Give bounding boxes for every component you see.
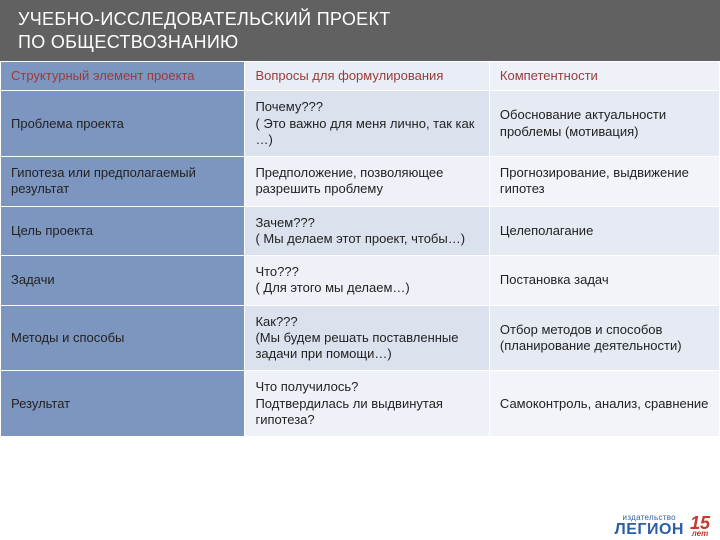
cell-question: Зачем???( Мы делаем этот проект, чтобы…) (245, 206, 489, 256)
cell-competency: Самоконтроль, анализ, сравнение (489, 371, 719, 437)
cell-question: Почему???( Это важно для меня лично, так… (245, 91, 489, 157)
th-questions: Вопросы для формулирования (245, 62, 489, 91)
title-line-2: ПО ОБЩЕСТВОЗНАНИЮ (18, 31, 702, 54)
cell-question: Как???(Мы будем решать поставленные зада… (245, 305, 489, 371)
cell-competency: Отбор методов и способов (планирование д… (489, 305, 719, 371)
cell-question: Что получилось?Подтвердилась ли выдвинут… (245, 371, 489, 437)
cell-structure: Проблема проекта (1, 91, 245, 157)
publisher-logo: издательство ЛЕГИОН 15 лет (615, 514, 711, 538)
logo-text: издательство ЛЕГИОН (615, 514, 684, 538)
table-row: Цель проекта Зачем???( Мы делаем этот пр… (1, 206, 720, 256)
cell-structure: Цель проекта (1, 206, 245, 256)
cell-structure: Задачи (1, 256, 245, 306)
cell-structure: Гипотеза или предполагаемый результат (1, 157, 245, 207)
cell-question: Что???( Для этого мы делаем…) (245, 256, 489, 306)
table-header-row: Структурный элемент проекта Вопросы для … (1, 62, 720, 91)
logo-anniversary: 15 лет (690, 516, 710, 538)
title-line-1: УЧЕБНО-ИССЛЕДОВАТЕЛЬСКИЙ ПРОЕКТ (18, 8, 702, 31)
logo-years-label: лет (692, 531, 708, 538)
cell-structure: Методы и способы (1, 305, 245, 371)
cell-competency: Постановка задач (489, 256, 719, 306)
table-row: Гипотеза или предполагаемый результат Пр… (1, 157, 720, 207)
logo-word: ЛЕГИОН (615, 522, 684, 538)
th-structure: Структурный элемент проекта (1, 62, 245, 91)
th-competencies: Компетентности (489, 62, 719, 91)
cell-question: Предположение, позволяющее разрешить про… (245, 157, 489, 207)
slide: УЧЕБНО-ИССЛЕДОВАТЕЛЬСКИЙ ПРОЕКТ ПО ОБЩЕС… (0, 0, 720, 540)
table-row: Методы и способы Как???(Мы будем решать … (1, 305, 720, 371)
cell-competency: Прогнозирование, выдвижение гипотез (489, 157, 719, 207)
table-row: Результат Что получилось?Подтвердилась л… (1, 371, 720, 437)
cell-competency: Обоснование актуальности проблемы (мотив… (489, 91, 719, 157)
project-table: Структурный элемент проекта Вопросы для … (0, 61, 720, 437)
cell-structure: Результат (1, 371, 245, 437)
cell-competency: Целеполагание (489, 206, 719, 256)
table-row: Проблема проекта Почему???( Это важно дл… (1, 91, 720, 157)
table-row: Задачи Что???( Для этого мы делаем…) Пос… (1, 256, 720, 306)
title-bar: УЧЕБНО-ИССЛЕДОВАТЕЛЬСКИЙ ПРОЕКТ ПО ОБЩЕС… (0, 0, 720, 61)
